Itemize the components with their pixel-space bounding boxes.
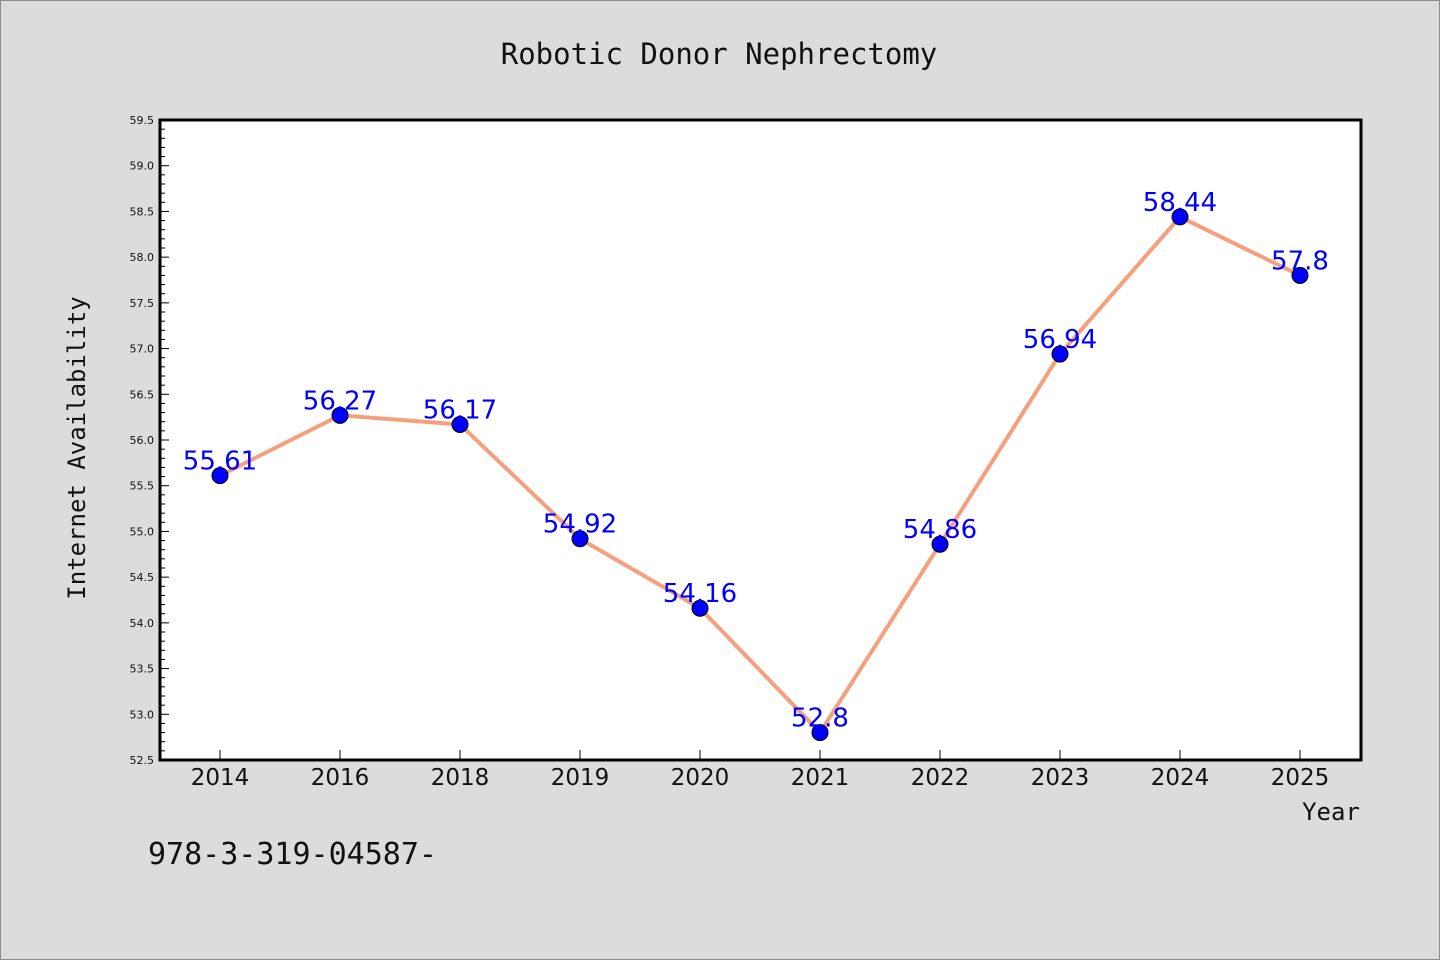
y-tick-label: 57.0: [130, 343, 155, 356]
y-axis-label: Internet Availability: [63, 296, 91, 599]
y-tick-label: 56.5: [130, 388, 155, 401]
y-tick-label: 55.5: [130, 480, 155, 493]
y-tick-label: 54.0: [130, 617, 155, 630]
data-point: [1171, 208, 1189, 226]
data-point: [691, 599, 709, 617]
x-tick-label: 2016: [311, 765, 370, 791]
plot-area: [160, 120, 1361, 760]
data-label: 54.86: [903, 515, 977, 545]
data-point: [331, 406, 349, 424]
data-point: [811, 724, 829, 742]
data-point: [1051, 345, 1069, 363]
data-point: [451, 415, 469, 433]
x-tick-label: 2023: [1031, 765, 1090, 791]
data-label: 55.61: [183, 447, 257, 477]
data-label: 56.17: [423, 395, 497, 425]
y-axis-tick-labels: 52.5 53.0 53.5 54.0 54.5 55.0 55.5 56.0 56.5 57.0…: [130, 114, 155, 767]
y-tick-label: 56.0: [130, 434, 155, 447]
y-tick-label: 57.5: [130, 297, 155, 310]
y-tick-label: 59.5: [130, 114, 155, 127]
y-tick-label: 54.5: [130, 571, 155, 584]
x-axis-label: Year: [1302, 798, 1360, 826]
data-point: [1291, 266, 1309, 284]
y-tick-label: 58.5: [130, 205, 155, 218]
data-point: [931, 535, 949, 553]
x-tick-label: 2020: [671, 765, 730, 791]
y-tick-label: 55.0: [130, 525, 155, 538]
series-line: [219, 214, 1301, 735]
data-point: [211, 467, 229, 485]
y-tick-label: 53.5: [130, 663, 155, 676]
x-tick-label: 2019: [551, 765, 610, 791]
x-axis-tick-labels: 2014 2016 2018 2019 2020 2021 2022 2023 2024 2025: [191, 765, 1330, 791]
data-labels: 55.61 56.27 56.17 54.92 54.16 52.8 54.86 56.94 5…: [183, 188, 1329, 734]
chart-title: Robotic Donor Nephrectomy: [501, 37, 938, 71]
plot-border: [158, 118, 1363, 762]
y-tick-label: 58.0: [130, 251, 155, 264]
y-tick-label: 59.0: [130, 160, 155, 173]
data-label: 56.27: [303, 386, 377, 416]
y-tick-label: 53.0: [130, 708, 155, 721]
data-label: 54.92: [543, 510, 617, 540]
data-label: 57.8: [1271, 246, 1329, 276]
x-axis-ticks: [219, 750, 1301, 760]
data-label: 54.16: [663, 579, 737, 609]
data-label: 52.8: [791, 704, 849, 734]
x-tick-label: 2024: [1151, 765, 1210, 791]
y-tick-label: 52.5: [130, 754, 155, 767]
data-label: 56.94: [1023, 325, 1097, 355]
x-tick-label: 2014: [191, 765, 250, 791]
data-markers: [211, 208, 1309, 742]
data-point: [571, 530, 589, 548]
footer-isbn-text: 978-3-319-04587-: [148, 837, 437, 872]
data-label: 58.44: [1143, 188, 1217, 218]
x-tick-label: 2022: [911, 765, 970, 791]
x-tick-label: 2018: [431, 765, 490, 791]
x-tick-label: 2021: [791, 765, 850, 791]
x-tick-label: 2025: [1271, 765, 1330, 791]
